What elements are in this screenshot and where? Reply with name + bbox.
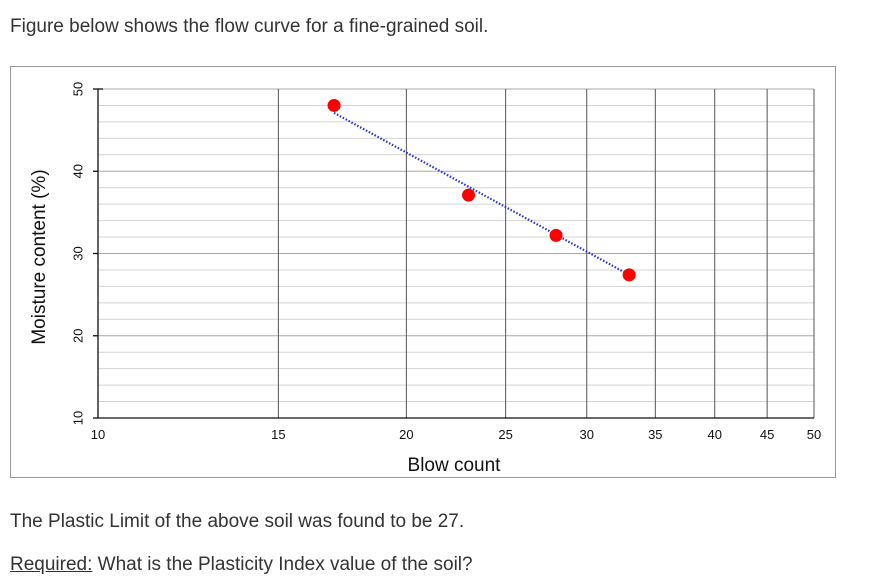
data-point [327,98,341,112]
x-tick-label: 45 [760,427,774,442]
question-text: Required: What is the Plasticity Index v… [10,554,473,576]
x-tick-label: 50 [807,427,821,442]
plastic-limit-statement: The Plastic Limit of the above soil was … [10,511,465,532]
y-tick-label: 40 [71,164,86,178]
y-tick-label: 30 [71,246,86,260]
x-tick-labels: 10 15 20 25 30 35 40 45 50 [91,427,821,442]
y-axis-title: Moisture content (%) [29,169,50,344]
data-points [327,98,636,282]
major-gridlines [98,88,815,418]
x-tick-label: 20 [399,427,413,442]
axes [93,88,814,419]
flow-curve-chart: 10 15 20 25 30 35 40 45 50 10 20 30 40 50 Blow count… [29,82,821,476]
data-point [462,188,476,202]
x-tick-label: 15 [271,427,285,442]
x-tick-label: 30 [580,427,594,442]
minor-gridlines [98,104,814,403]
data-point [622,268,636,282]
x-axis-title: Blow count [408,455,502,476]
flow-curve-figure: 10 15 20 25 30 35 40 45 50 10 20 30 40 50 Blow count… [10,66,836,478]
x-tick-label: 35 [648,427,662,442]
y-tick-label: 20 [71,329,86,343]
intro-text: Figure below shows the flow curve for a … [10,16,489,37]
trendline-group [333,111,630,276]
y-tick-label: 50 [71,82,86,96]
x-tick-label: 25 [498,427,512,442]
x-tick-label: 40 [707,427,721,442]
required-label: Required: [10,554,93,575]
x-tick-label: 10 [91,427,105,442]
question-body: What is the Plasticity Index value of th… [92,554,473,575]
data-point [549,228,563,242]
trend-line [333,111,630,276]
y-tick-label: 10 [71,411,86,425]
y-tick-labels: 10 20 30 40 50 [71,82,86,425]
